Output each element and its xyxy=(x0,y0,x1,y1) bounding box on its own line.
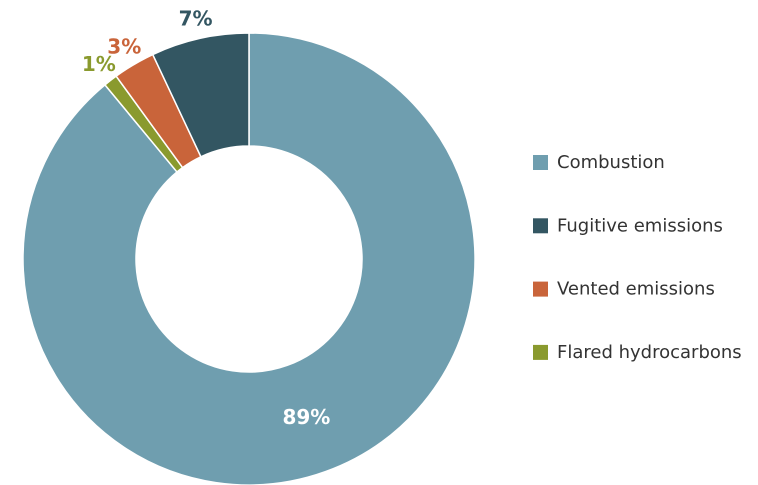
donut-segment xyxy=(22,32,476,485)
legend-swatch xyxy=(533,218,548,234)
legend-swatch xyxy=(533,281,548,297)
legend-label: Vented emissions xyxy=(557,279,715,300)
value-label: 7% xyxy=(179,6,213,30)
legend-label: Flared hydrocarbons xyxy=(557,342,742,363)
value-label: 3% xyxy=(107,35,141,59)
value-label: 1% xyxy=(82,52,116,76)
legend-label: Fugitive emissions xyxy=(557,215,723,236)
legend-swatch xyxy=(533,344,548,360)
legend-label: Combustion xyxy=(557,152,665,173)
value-label: 89% xyxy=(282,405,330,429)
legend-swatch xyxy=(533,155,548,170)
donut-segment xyxy=(151,32,250,158)
